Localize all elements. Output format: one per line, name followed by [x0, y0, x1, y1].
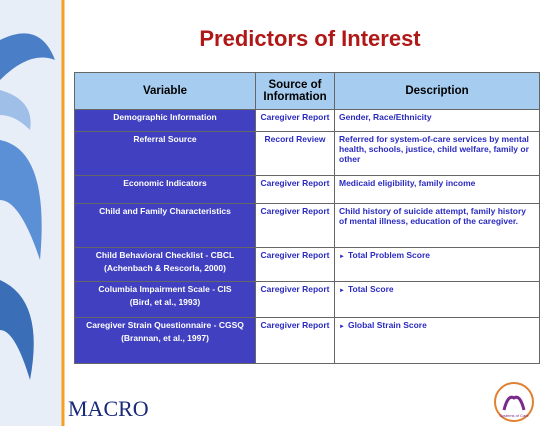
- source-cell: Record Review: [255, 131, 335, 176]
- variable-cell: Child Behavioral Checklist - CBCL (Achenb…: [74, 247, 256, 282]
- citation: (Brannan, et al., 1997): [121, 333, 209, 343]
- column-header: Source of Information: [255, 72, 335, 110]
- variable: Referral Source: [133, 134, 197, 144]
- variable-cell: Columbia Impairment Scale - CIS (Bird, et…: [74, 281, 256, 318]
- source-cell: Caregiver Report: [255, 247, 335, 282]
- seal: Systems of Care: [494, 382, 534, 422]
- table-row: Child Behavioral Checklist - CBCL (Achenb…: [74, 247, 540, 282]
- column-header: Variable: [74, 72, 256, 110]
- source-cell: Caregiver Report: [255, 175, 335, 204]
- description: Global Strain Score: [347, 320, 427, 330]
- description: Child history of suicide attempt, family…: [339, 206, 527, 226]
- description: Referred for system-of-care services by …: [339, 134, 529, 164]
- decoration: [0, 0, 65, 426]
- title: Predictors of Interest: [199, 26, 421, 51]
- description: Total Problem Score: [347, 250, 430, 260]
- variable: Child and Family Characteristics: [99, 206, 231, 216]
- variable: Child Behavioral Checklist - CBCL: [95, 250, 235, 260]
- description: Gender, Race/Ethnicity: [339, 112, 432, 122]
- bullet: ►: [339, 324, 345, 330]
- table-row: Child and Family Characteristics Caregive…: [74, 203, 540, 248]
- column-header: Description: [334, 72, 540, 110]
- table-row: Referral Source Record Review Referred for…: [74, 131, 540, 176]
- variable: Economic Indicators: [123, 178, 207, 188]
- citation: (Bird, et al., 1993): [129, 297, 201, 307]
- table-row: Economic Indicators Caregiver Report Medic…: [74, 175, 540, 204]
- description-cell: ► Total Score: [334, 281, 540, 318]
- logo: MACRO: [68, 396, 149, 421]
- description-cell: Gender, Race/Ethnicity: [334, 109, 540, 132]
- variable-cell: Referral Source: [74, 131, 256, 176]
- description-cell: ► Global Strain Score: [334, 317, 540, 364]
- table: Variable Source of Information Descripti…: [74, 72, 540, 364]
- variable-cell: Child and Family Characteristics: [74, 203, 256, 248]
- variable-cell: Economic Indicators: [74, 175, 256, 204]
- variable: Caregiver Strain Questionnaire - CGSQ: [86, 320, 244, 330]
- variable: Columbia Impairment Scale - CIS: [98, 284, 232, 294]
- seal-text: Systems of Care: [499, 413, 529, 418]
- variable-cell: Demographic Information: [74, 109, 256, 132]
- bullet: ►: [339, 254, 345, 260]
- variable-cell: Caregiver Strain Questionnaire - CGSQ (Br…: [74, 317, 256, 364]
- citation: (Achenbach & Rescorla, 2000): [104, 263, 226, 273]
- description-cell: Medicaid eligibility, family income: [334, 175, 540, 204]
- description: Total Score: [347, 284, 394, 294]
- table-row: Caregiver Strain Questionnaire - CGSQ (Br…: [74, 317, 540, 364]
- variable: Demographic Information: [113, 112, 217, 122]
- description: Medicaid eligibility, family income: [339, 178, 476, 188]
- bullet: ►: [339, 288, 345, 294]
- table-row: Columbia Impairment Scale - CIS (Bird, et…: [74, 281, 540, 318]
- description-cell: ► Total Problem Score: [334, 247, 540, 282]
- source-cell: Caregiver Report: [255, 109, 335, 132]
- description-cell: Child history of suicide attempt, family…: [334, 203, 540, 248]
- table-row: Demographic Information Caregiver Report G…: [74, 109, 540, 132]
- source-cell: Caregiver Report: [255, 317, 335, 364]
- source-cell: Caregiver Report: [255, 203, 335, 248]
- source-cell: Caregiver Report: [255, 281, 335, 318]
- description-cell: Referred for system-of-care services by …: [334, 131, 540, 176]
